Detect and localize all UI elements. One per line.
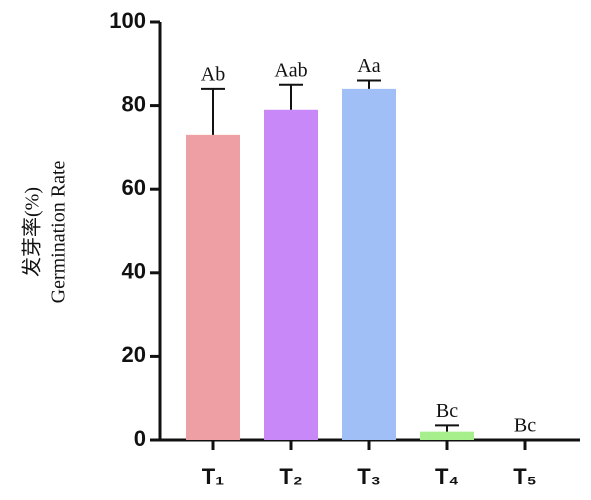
error-bar	[279, 83, 303, 110]
significance-letter: Bc	[514, 415, 536, 437]
significance-letter: Aab	[274, 59, 307, 81]
y-axis-label: 发芽率(%)	[21, 187, 44, 277]
y-tick-label: 20	[122, 342, 146, 367]
y-axis-label: Germination Rate	[48, 161, 70, 304]
bar	[186, 134, 240, 441]
y-tick-label: 60	[122, 175, 146, 200]
y-tick-label: 40	[122, 259, 146, 284]
significance-letter: Aa	[357, 55, 380, 77]
y-tick-label: 100	[109, 8, 146, 33]
bar	[420, 431, 474, 440]
bar	[264, 109, 318, 440]
y-tick-label: 0	[134, 426, 146, 451]
x-tick-label: T₂	[279, 464, 302, 489]
significance-letter: Bc	[436, 400, 458, 422]
x-tick-label: T₃	[357, 464, 381, 489]
significance-letter: Ab	[201, 63, 225, 85]
x-tick-label: T₅	[513, 464, 537, 489]
error-bar	[357, 79, 381, 89]
bar	[342, 88, 396, 440]
x-tick-label: T₁	[202, 464, 225, 489]
error-bar	[201, 87, 225, 135]
y-tick-label: 80	[122, 91, 146, 116]
error-bar	[435, 424, 459, 432]
x-tick-label: T₄	[435, 464, 459, 489]
